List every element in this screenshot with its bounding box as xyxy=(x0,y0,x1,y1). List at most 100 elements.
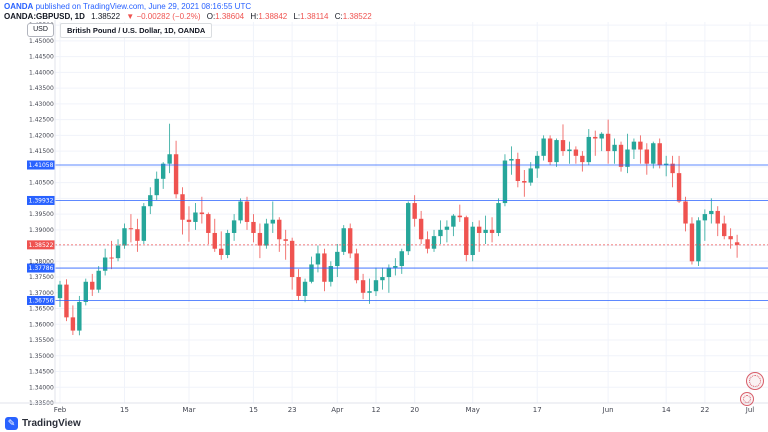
candle[interactable] xyxy=(631,141,637,150)
candle[interactable] xyxy=(412,203,417,219)
candle[interactable] xyxy=(360,280,366,293)
candle[interactable] xyxy=(483,229,488,233)
candle[interactable] xyxy=(489,229,495,233)
candle[interactable] xyxy=(657,143,662,166)
candle[interactable] xyxy=(238,201,243,221)
candle[interactable] xyxy=(528,168,533,183)
candle[interactable] xyxy=(180,194,185,220)
candle[interactable] xyxy=(534,155,540,169)
tradingview-brand[interactable]: TradingView xyxy=(22,418,81,429)
currency-toggle-button[interactable]: USD xyxy=(27,23,54,37)
candle[interactable] xyxy=(586,136,591,163)
candle[interactable] xyxy=(709,210,714,215)
candle[interactable] xyxy=(457,215,463,218)
candle[interactable] xyxy=(734,242,740,245)
candle[interactable] xyxy=(470,226,475,256)
candle[interactable] xyxy=(386,267,392,278)
candle[interactable] xyxy=(689,223,695,262)
candle[interactable] xyxy=(567,149,572,152)
candle[interactable] xyxy=(270,219,276,224)
candle[interactable] xyxy=(644,149,650,164)
candle[interactable] xyxy=(638,141,643,150)
candle[interactable] xyxy=(302,281,308,296)
candle[interactable] xyxy=(122,228,127,246)
candle[interactable] xyxy=(399,251,404,267)
candle[interactable] xyxy=(244,201,250,222)
candle[interactable] xyxy=(135,229,140,241)
candle[interactable] xyxy=(193,212,198,222)
candle[interactable] xyxy=(264,223,269,246)
candle[interactable] xyxy=(599,133,604,139)
candle[interactable] xyxy=(70,317,76,331)
candle[interactable] xyxy=(206,214,211,233)
candle[interactable] xyxy=(541,138,546,156)
candle[interactable] xyxy=(580,155,585,163)
candle[interactable] xyxy=(283,239,288,241)
candle[interactable] xyxy=(560,140,566,152)
candle[interactable] xyxy=(186,219,192,222)
candle[interactable] xyxy=(251,221,256,233)
candle[interactable] xyxy=(715,210,720,224)
candle[interactable] xyxy=(444,226,450,230)
candle[interactable] xyxy=(612,144,617,152)
candle[interactable] xyxy=(373,280,379,292)
candle[interactable] xyxy=(141,206,147,241)
candle[interactable] xyxy=(663,163,669,166)
candle[interactable] xyxy=(418,218,424,240)
candle[interactable] xyxy=(431,236,437,249)
candle[interactable] xyxy=(651,143,656,164)
candle[interactable] xyxy=(328,266,334,282)
candle[interactable] xyxy=(502,160,508,204)
candle[interactable] xyxy=(83,281,88,302)
candle[interactable] xyxy=(257,232,263,246)
chart-legend[interactable]: British Pound / U.S. Dollar, 1D, OANDA xyxy=(60,23,213,38)
candle[interactable] xyxy=(173,154,179,195)
candle[interactable] xyxy=(199,212,205,215)
candle[interactable] xyxy=(438,229,443,237)
candle[interactable] xyxy=(322,253,327,282)
candle[interactable] xyxy=(451,215,456,227)
candle[interactable] xyxy=(476,226,482,233)
candle[interactable] xyxy=(102,257,108,271)
candle[interactable] xyxy=(64,284,69,318)
candle[interactable] xyxy=(367,291,372,293)
candle[interactable] xyxy=(464,217,469,256)
candle[interactable] xyxy=(425,239,430,249)
candle[interactable] xyxy=(573,149,579,156)
candle[interactable] xyxy=(335,251,340,267)
tradingview-logo-icon[interactable]: ✎ xyxy=(5,417,18,430)
candle[interactable] xyxy=(296,277,301,296)
candle[interactable] xyxy=(593,136,598,139)
candle[interactable] xyxy=(219,248,224,256)
candle[interactable] xyxy=(722,223,727,237)
candle[interactable] xyxy=(315,253,321,265)
candle[interactable] xyxy=(515,158,521,182)
candle[interactable] xyxy=(728,236,733,240)
candle[interactable] xyxy=(625,149,630,167)
candle[interactable] xyxy=(696,220,701,262)
candle[interactable] xyxy=(57,284,63,299)
candle[interactable] xyxy=(225,232,230,256)
candle[interactable] xyxy=(309,264,314,282)
candle[interactable] xyxy=(547,138,553,163)
candle[interactable] xyxy=(509,158,514,161)
candle[interactable] xyxy=(115,245,121,259)
candle[interactable] xyxy=(605,133,611,152)
candle[interactable] xyxy=(702,214,708,221)
candle[interactable] xyxy=(90,281,95,290)
time-axis[interactable]: Feb 15 Mar 15 23 Apr 12 20 May 17 Jun 14 22 Jul xyxy=(54,406,754,414)
candle[interactable] xyxy=(341,228,346,252)
candle[interactable] xyxy=(212,232,217,249)
candle[interactable] xyxy=(160,163,166,179)
candle[interactable] xyxy=(128,228,134,230)
candle[interactable] xyxy=(277,219,282,240)
candle[interactable] xyxy=(676,173,682,202)
candle[interactable] xyxy=(289,240,295,278)
candle[interactable] xyxy=(167,154,172,164)
candle[interactable] xyxy=(109,257,114,259)
candle[interactable] xyxy=(670,163,675,174)
candle[interactable] xyxy=(154,178,159,196)
candle[interactable] xyxy=(393,266,398,268)
candle[interactable] xyxy=(96,270,101,290)
